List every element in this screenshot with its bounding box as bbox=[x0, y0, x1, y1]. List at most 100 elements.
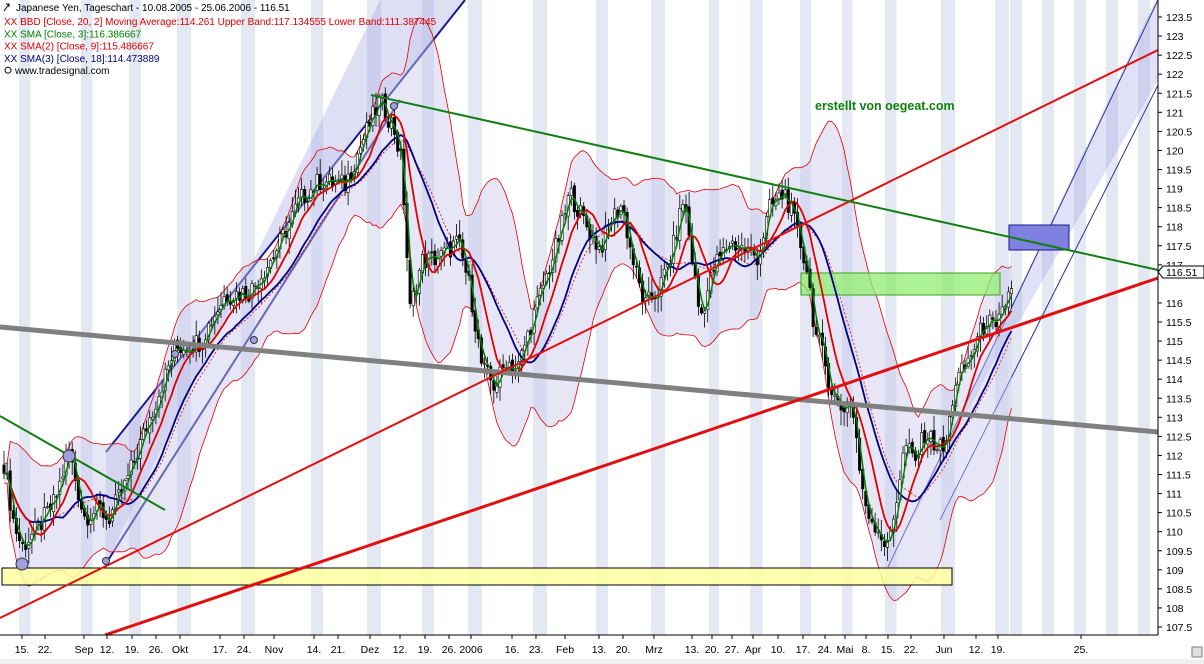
candle bbox=[39, 515, 43, 543]
week-stripe bbox=[177, 0, 191, 635]
red-support-line-steep bbox=[0, 49, 1158, 619]
x-tick-label: 16. bbox=[505, 644, 520, 656]
watermark-annotation: erstellt von oegeat.com bbox=[815, 99, 955, 113]
pivot-marker[interactable] bbox=[171, 350, 179, 358]
candle bbox=[346, 160, 350, 206]
resistance-zone-green bbox=[800, 272, 1001, 296]
x-tick-label: 19. bbox=[125, 644, 140, 656]
pivot-marker[interactable] bbox=[15, 557, 29, 571]
week-stripe bbox=[596, 0, 608, 635]
red-support-line-flat bbox=[104, 276, 1158, 635]
x-tick-label: 24. bbox=[237, 644, 252, 656]
green-resistance-line bbox=[370, 94, 1158, 271]
x-axis: 15. 22. Sep 12. 19. 26. Okt 17. 24. Nov 14. 21. Dez 1… bbox=[15, 635, 1089, 656]
bollinger-band-fill bbox=[4, 17, 1012, 601]
x-tick-label: Feb bbox=[556, 644, 574, 656]
candle bbox=[885, 532, 889, 561]
recovery-channel-upper-line bbox=[887, 0, 1158, 568]
x-tick-label: 12. bbox=[100, 644, 115, 656]
week-stripe bbox=[885, 0, 897, 635]
chart-resize-grip[interactable] bbox=[1191, 646, 1203, 658]
y-tick-label: 121 bbox=[1166, 107, 1184, 119]
pivot-marker[interactable] bbox=[250, 336, 258, 344]
x-tick-label: 25. bbox=[1074, 644, 1089, 656]
week-stripe bbox=[81, 0, 93, 635]
support-zone-yellow bbox=[1, 567, 953, 586]
y-axis: 123.5 123 122.5 122 121.5 121 120.5 120 119.5 119… bbox=[1158, 12, 1192, 634]
candle bbox=[45, 501, 49, 510]
pivot-marker[interactable] bbox=[390, 102, 398, 110]
y-tick-label: 111.5 bbox=[1166, 470, 1191, 482]
y-tick-label: 115.5 bbox=[1166, 317, 1192, 329]
x-tick-label: Nov bbox=[265, 644, 284, 656]
y-tick-label: 113 bbox=[1166, 412, 1183, 424]
y-tick-label: 119.5 bbox=[1166, 165, 1192, 177]
legend: Japanese Yen, Tageschart - 10.08.2005 - … bbox=[3, 3, 437, 77]
x-tick-label: 20. bbox=[616, 644, 631, 656]
week-stripe bbox=[800, 0, 811, 635]
candle bbox=[613, 197, 617, 237]
x-tick-label: 8. bbox=[862, 644, 871, 656]
x-tick-label: 23. bbox=[529, 644, 544, 656]
legend-entry: www.tradesignal.com bbox=[14, 66, 109, 77]
x-tick-label: 22. bbox=[38, 644, 53, 656]
candle bbox=[771, 184, 775, 217]
x-tick-label: Mrz bbox=[645, 644, 663, 656]
chart-arrow-icon bbox=[3, 3, 10, 12]
green-short-downtrend-line bbox=[0, 415, 166, 511]
y-tick-label: 123.5 bbox=[1166, 12, 1192, 24]
week-stripe bbox=[1042, 0, 1054, 635]
x-tick-label: Dez bbox=[361, 644, 380, 656]
candle bbox=[882, 534, 886, 557]
x-tick-label: 21. bbox=[331, 644, 346, 656]
x-tick-label: 27. bbox=[725, 644, 740, 656]
y-tick-label: 122.5 bbox=[1166, 50, 1192, 62]
candle bbox=[321, 179, 325, 202]
recovery-channel-lower-line bbox=[939, 84, 1158, 521]
sma-18-line bbox=[3, 133, 1013, 524]
candle bbox=[411, 286, 415, 317]
sma-3-line bbox=[3, 101, 1013, 547]
pivot-marker[interactable] bbox=[102, 557, 110, 565]
candle bbox=[554, 230, 558, 273]
y-tick-label: 107.5 bbox=[1166, 622, 1192, 634]
trendlines bbox=[0, 49, 1158, 635]
x-tick-label: 22. bbox=[904, 644, 919, 656]
last-price-marker bbox=[1157, 265, 1204, 279]
y-tick-label: 119 bbox=[1166, 184, 1183, 196]
x-tick-label: 13. bbox=[592, 644, 607, 656]
week-stripe bbox=[995, 0, 1009, 635]
y-tick-label: 110 bbox=[1166, 527, 1183, 539]
week-stripe bbox=[19, 0, 31, 635]
legend-entry: XX SMA(2) [Close, 9]:115.486667 bbox=[4, 42, 154, 53]
week-stripe bbox=[1106, 0, 1118, 635]
last-price-label: 116.51 bbox=[1166, 267, 1197, 279]
y-tick-label: 114 bbox=[1166, 374, 1183, 386]
y-tick-label: 118 bbox=[1166, 222, 1183, 234]
y-tick-label: 111 bbox=[1166, 489, 1182, 501]
x-tick-label: 15. bbox=[881, 644, 896, 656]
candle bbox=[780, 179, 784, 209]
candle bbox=[21, 538, 25, 552]
y-tick-label: 120 bbox=[1166, 145, 1184, 157]
pivot-markers bbox=[15, 102, 398, 571]
plot-background bbox=[0, 0, 1158, 635]
candle bbox=[814, 317, 818, 337]
y-tick-label: 121.5 bbox=[1166, 88, 1192, 100]
candle bbox=[318, 159, 322, 193]
x-tick-label: 2006 bbox=[459, 644, 483, 656]
candle bbox=[306, 197, 310, 210]
pivot-marker[interactable] bbox=[62, 449, 76, 463]
target-zone-blue bbox=[1008, 224, 1070, 251]
week-stripe bbox=[709, 0, 719, 635]
y-tick-label: 115 bbox=[1166, 336, 1183, 348]
y-tick-label: 120.5 bbox=[1166, 126, 1192, 138]
y-axis-panel bbox=[1158, 0, 1204, 659]
week-stripe bbox=[1138, 0, 1150, 635]
candle bbox=[1009, 280, 1013, 309]
candle bbox=[216, 297, 220, 325]
candle bbox=[569, 181, 573, 206]
x-tick-label: 17. bbox=[213, 644, 228, 656]
